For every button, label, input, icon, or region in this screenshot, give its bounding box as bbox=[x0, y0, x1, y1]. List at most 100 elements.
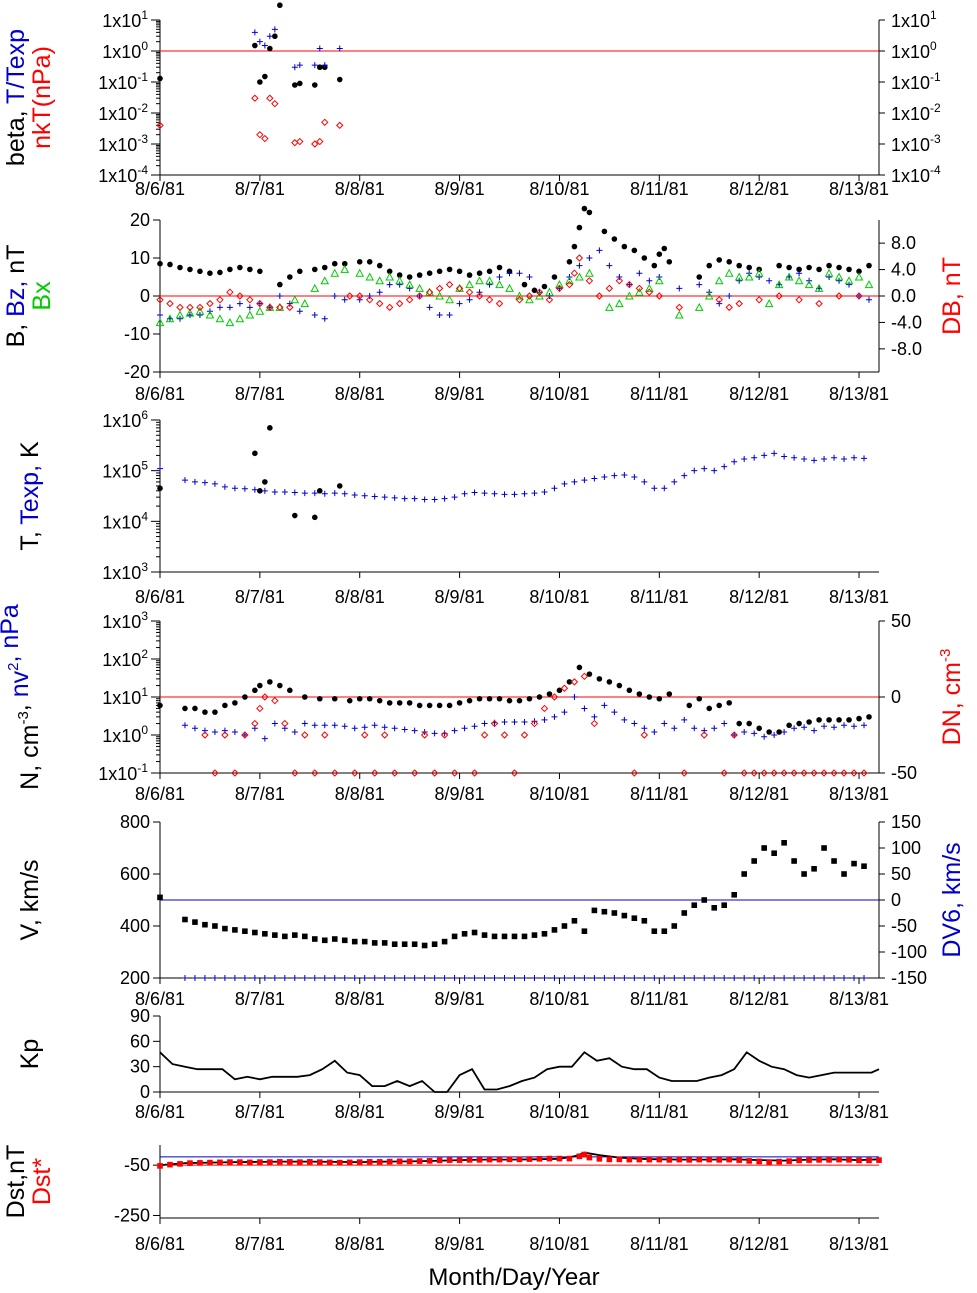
data-point bbox=[776, 1158, 782, 1165]
data-point bbox=[370, 769, 379, 777]
x-tick-label: 8/8/81 bbox=[335, 1234, 385, 1254]
data-point bbox=[476, 289, 483, 296]
data-point bbox=[511, 933, 518, 940]
data-point bbox=[815, 299, 823, 308]
y-tick-label: 0 bbox=[140, 286, 150, 306]
x-tick-label: 8/8/81 bbox=[335, 784, 385, 804]
data-point bbox=[316, 137, 324, 146]
data-point bbox=[796, 266, 802, 273]
data-point bbox=[257, 682, 263, 689]
data-point bbox=[166, 299, 174, 308]
data-point bbox=[455, 284, 464, 293]
series-2 bbox=[157, 247, 873, 322]
data-point bbox=[756, 725, 762, 732]
data-point bbox=[321, 118, 329, 127]
data-point bbox=[611, 910, 618, 916]
data-point bbox=[157, 260, 163, 267]
data-point bbox=[330, 268, 340, 277]
data-point bbox=[211, 728, 218, 735]
data-point bbox=[541, 716, 548, 723]
data-point bbox=[236, 300, 243, 307]
data-point bbox=[841, 975, 848, 981]
data-point bbox=[781, 728, 788, 735]
data-point bbox=[721, 902, 728, 908]
data-point bbox=[221, 731, 229, 739]
right-y-tick-label: 0 bbox=[891, 890, 901, 910]
y-axis-label: V, km/s bbox=[16, 859, 44, 940]
data-point bbox=[565, 276, 574, 285]
x-tick-label: 8/7/81 bbox=[235, 587, 285, 607]
data-point bbox=[611, 236, 618, 242]
data-point bbox=[470, 769, 479, 777]
data-point bbox=[766, 1159, 772, 1165]
data-point bbox=[326, 1159, 333, 1166]
data-point bbox=[706, 705, 713, 712]
data-point bbox=[415, 283, 424, 292]
data-point bbox=[411, 941, 418, 947]
y-tick-label: 1x101 bbox=[102, 685, 148, 708]
data-point bbox=[784, 272, 794, 281]
data-point bbox=[566, 1155, 573, 1162]
data-point bbox=[635, 284, 644, 293]
data-point bbox=[641, 478, 648, 485]
data-point bbox=[861, 455, 868, 462]
data-point bbox=[716, 300, 723, 307]
data-point bbox=[291, 728, 298, 735]
y-tick-label: 600 bbox=[120, 864, 150, 884]
data-point bbox=[726, 259, 733, 265]
data-point bbox=[505, 283, 514, 292]
data-point bbox=[516, 270, 523, 277]
data-point bbox=[202, 709, 208, 715]
data-point bbox=[446, 1157, 453, 1163]
data-point bbox=[666, 1157, 673, 1163]
right-y-tick-label: 8.0 bbox=[891, 233, 916, 253]
data-point bbox=[291, 769, 299, 777]
data-point bbox=[526, 695, 533, 702]
data-point bbox=[421, 942, 428, 949]
x-tick-label: 8/8/81 bbox=[335, 179, 385, 199]
data-point bbox=[231, 975, 238, 981]
x-tick-label: 8/7/81 bbox=[235, 989, 285, 1009]
data-point bbox=[486, 268, 493, 275]
data-point bbox=[856, 715, 862, 722]
data-point bbox=[361, 492, 368, 499]
data-point bbox=[591, 475, 598, 482]
x-tick-label: 8/11/81 bbox=[630, 784, 689, 804]
data-point bbox=[634, 287, 644, 296]
data-point bbox=[251, 719, 259, 728]
data-point bbox=[416, 272, 423, 278]
right-y-tick-label: 150 bbox=[891, 812, 921, 832]
data-point bbox=[192, 705, 198, 712]
right-y-tick-label: 1x10-4 bbox=[891, 163, 941, 186]
data-point bbox=[666, 691, 673, 697]
data-point bbox=[821, 845, 827, 851]
data-point bbox=[461, 725, 468, 732]
data-point bbox=[276, 303, 284, 312]
data-point bbox=[221, 727, 228, 734]
data-point bbox=[741, 728, 748, 735]
data-point bbox=[310, 283, 320, 292]
data-point bbox=[366, 695, 373, 702]
data-point bbox=[231, 728, 238, 735]
data-point bbox=[701, 727, 708, 734]
data-point bbox=[846, 266, 852, 273]
x-tick-label: 8/9/81 bbox=[435, 179, 485, 199]
data-point bbox=[321, 731, 329, 739]
data-point bbox=[436, 312, 443, 318]
data-point bbox=[681, 910, 688, 916]
data-point bbox=[821, 455, 828, 462]
data-point bbox=[385, 272, 395, 281]
data-point bbox=[550, 693, 559, 701]
data-point bbox=[601, 473, 608, 480]
data-point bbox=[521, 718, 528, 725]
data-point bbox=[540, 704, 549, 713]
data-point bbox=[730, 731, 738, 739]
data-point bbox=[644, 283, 654, 292]
data-point bbox=[786, 264, 792, 271]
data-point bbox=[856, 1157, 862, 1164]
data-point bbox=[366, 259, 373, 265]
data-point bbox=[596, 247, 603, 254]
y-axis-label: B, Bz, nT bbox=[2, 245, 30, 348]
data-point bbox=[261, 975, 268, 981]
data-point bbox=[435, 291, 444, 300]
